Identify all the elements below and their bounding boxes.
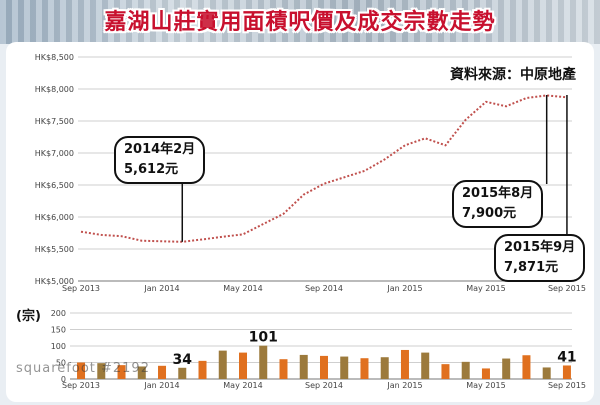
line-x-tick-label: Sep 2015 [548, 284, 586, 293]
transaction-bar [77, 362, 86, 379]
line-y-tick-label: HK$7,000 [35, 149, 74, 158]
line-y-tick-label: HK$6,500 [35, 181, 74, 190]
annotation-date: 2015年8月 [462, 186, 534, 201]
line-x-tick-label: Jan 2015 [386, 284, 422, 293]
transaction-bar [259, 345, 268, 379]
chart-title: 嘉湖山莊實用面積呎價及成交宗數走勢 [104, 10, 496, 35]
bar-y-tick-label: 0 [61, 375, 66, 384]
bar-x-tick-label: Jan 2015 [386, 381, 422, 390]
transaction-bar [97, 363, 106, 379]
bar-data-label: 41 [557, 349, 576, 365]
line-y-tick-label: HK$8,000 [35, 85, 74, 94]
bar-data-label: 101 [249, 330, 278, 346]
bar-data-label: 34 [173, 352, 193, 368]
bar-x-tick-label: Jan 2014 [143, 381, 179, 390]
line-y-tick-label: HK$5,000 [35, 277, 74, 286]
line-x-tick-label: Jan 2014 [143, 284, 179, 293]
transaction-bar [178, 367, 187, 379]
transaction-bar [400, 349, 409, 379]
transaction-bar [117, 365, 126, 379]
transaction-bar [380, 357, 389, 379]
transaction-bar [562, 365, 571, 379]
bar-x-tick-label: Sep 2015 [548, 381, 586, 390]
transaction-bar [542, 367, 551, 379]
annotation-value: 7,900元 [462, 206, 517, 221]
bar-x-tick-label: May 2014 [223, 381, 262, 390]
annotation-callout-feb-2014: 2014年2月 5,612元 [114, 136, 206, 184]
line-x-tick-label: Sep 2014 [305, 284, 343, 293]
line-x-tick-label: May 2014 [223, 284, 262, 293]
transaction-bar [340, 356, 349, 379]
bar-y-tick-label: 150 [51, 326, 66, 335]
bar-x-tick-label: May 2015 [466, 381, 505, 390]
annotation-callout-aug-2015: 2015年8月 7,900元 [452, 180, 544, 228]
annotation-date: 2015年9月 [504, 240, 576, 255]
bar-y-tick-label: 50 [56, 359, 66, 368]
watermark: squarefoot #2192 [16, 361, 150, 376]
transaction-bar [218, 350, 227, 379]
line-y-tick-label: HK$6,000 [35, 213, 74, 222]
transaction-bar [481, 368, 490, 379]
annotation-value: 7,871元 [504, 260, 559, 275]
transaction-bar [360, 358, 369, 379]
transaction-bar [441, 364, 450, 379]
annotation-date: 2014年2月 [124, 142, 196, 157]
transaction-bar [502, 358, 511, 379]
transaction-bar [522, 355, 531, 379]
line-x-tick-label: May 2015 [466, 284, 505, 293]
transaction-bar [137, 366, 146, 379]
transaction-bar [319, 355, 328, 379]
transaction-bar [421, 352, 430, 379]
transaction-bar [299, 354, 308, 379]
bar-x-tick-label: Sep 2014 [305, 381, 343, 390]
bar-x-tick-label: Sep 2013 [62, 381, 100, 390]
transaction-bar [239, 352, 248, 379]
line-y-tick-label: HK$5,500 [35, 245, 74, 254]
transaction-bar [198, 360, 207, 379]
bar-y-tick-label: 200 [51, 309, 66, 318]
line-y-tick-label: HK$7,500 [35, 117, 74, 126]
bar-unit-label: (宗) [16, 309, 41, 324]
transaction-bar [158, 365, 167, 379]
transaction-bar [461, 361, 470, 379]
annotation-callout-sep-2015: 2015年9月 7,871元 [494, 234, 586, 282]
annotation-value: 5,612元 [124, 162, 179, 177]
line-x-tick-label: Sep 2013 [62, 284, 100, 293]
price-per-sqft-line [80, 94, 567, 243]
bar-y-tick-label: 100 [51, 342, 66, 351]
line-y-tick-label: HK$8,500 [35, 53, 74, 62]
header-background [0, 0, 600, 44]
transaction-bar [279, 359, 288, 379]
data-source-label: 資料來源：中原地產 [450, 67, 576, 83]
